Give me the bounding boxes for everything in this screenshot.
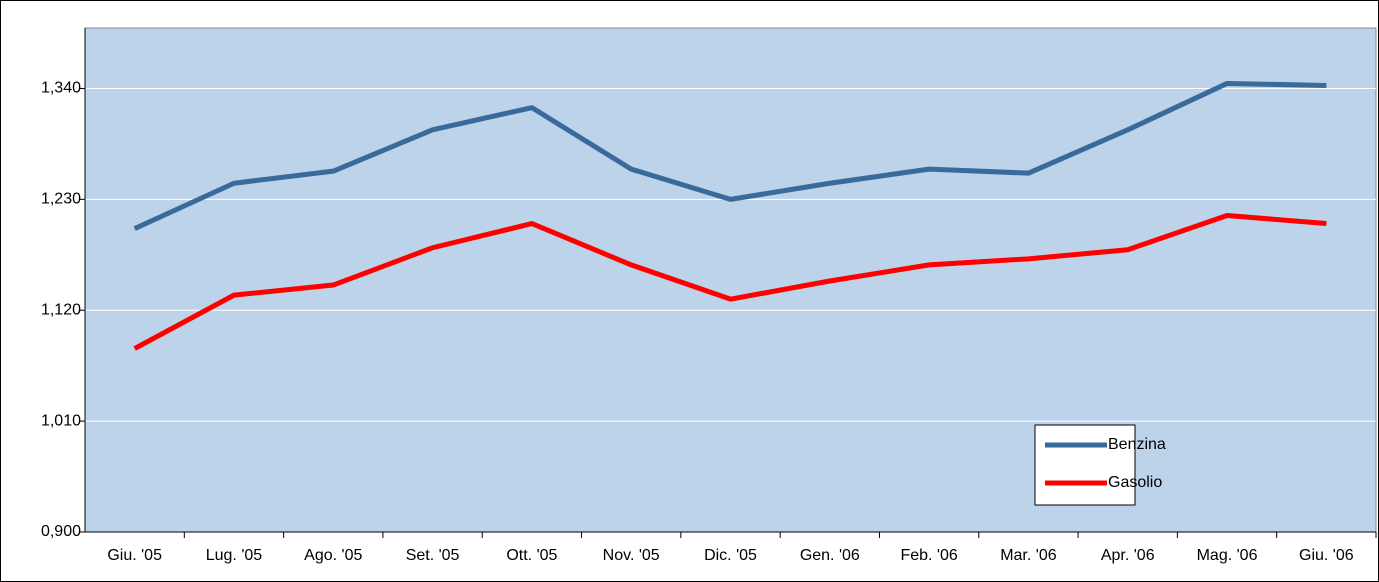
series-line [133,80,1327,231]
y-tick-label: 1,340 [41,80,81,97]
legend-box [1034,424,1136,506]
x-tick-label: Mar. '06 [1000,547,1057,564]
y-tick-label: 1,120 [41,301,81,318]
x-tick-label: Ott. '05 [506,547,557,564]
x-tick-label: Set. '05 [406,547,460,564]
y-tick-label: 0,900 [41,523,81,540]
x-tick-label: Giu. '06 [1299,547,1354,564]
y-tick-label: 1,010 [41,412,81,429]
x-tick-label: Ago. '05 [304,547,362,564]
y-tick-label: 1,230 [41,191,81,208]
x-tick-label: Lug. '05 [206,547,263,564]
x-tick-label: Dic. '05 [704,547,757,564]
legend-label: Gasolio [1108,474,1162,491]
legend-label: Benzina [1108,436,1166,453]
x-tick-label: Feb. '06 [900,547,957,564]
series-line [133,212,1327,351]
x-tick-label: Apr. '06 [1101,547,1155,564]
x-tick-label: Mag. '06 [1197,547,1258,564]
x-tick-label: Giu. '05 [107,547,162,564]
x-tick-label: Gen. '06 [800,547,860,564]
x-tick-label: Nov. '05 [603,547,660,564]
